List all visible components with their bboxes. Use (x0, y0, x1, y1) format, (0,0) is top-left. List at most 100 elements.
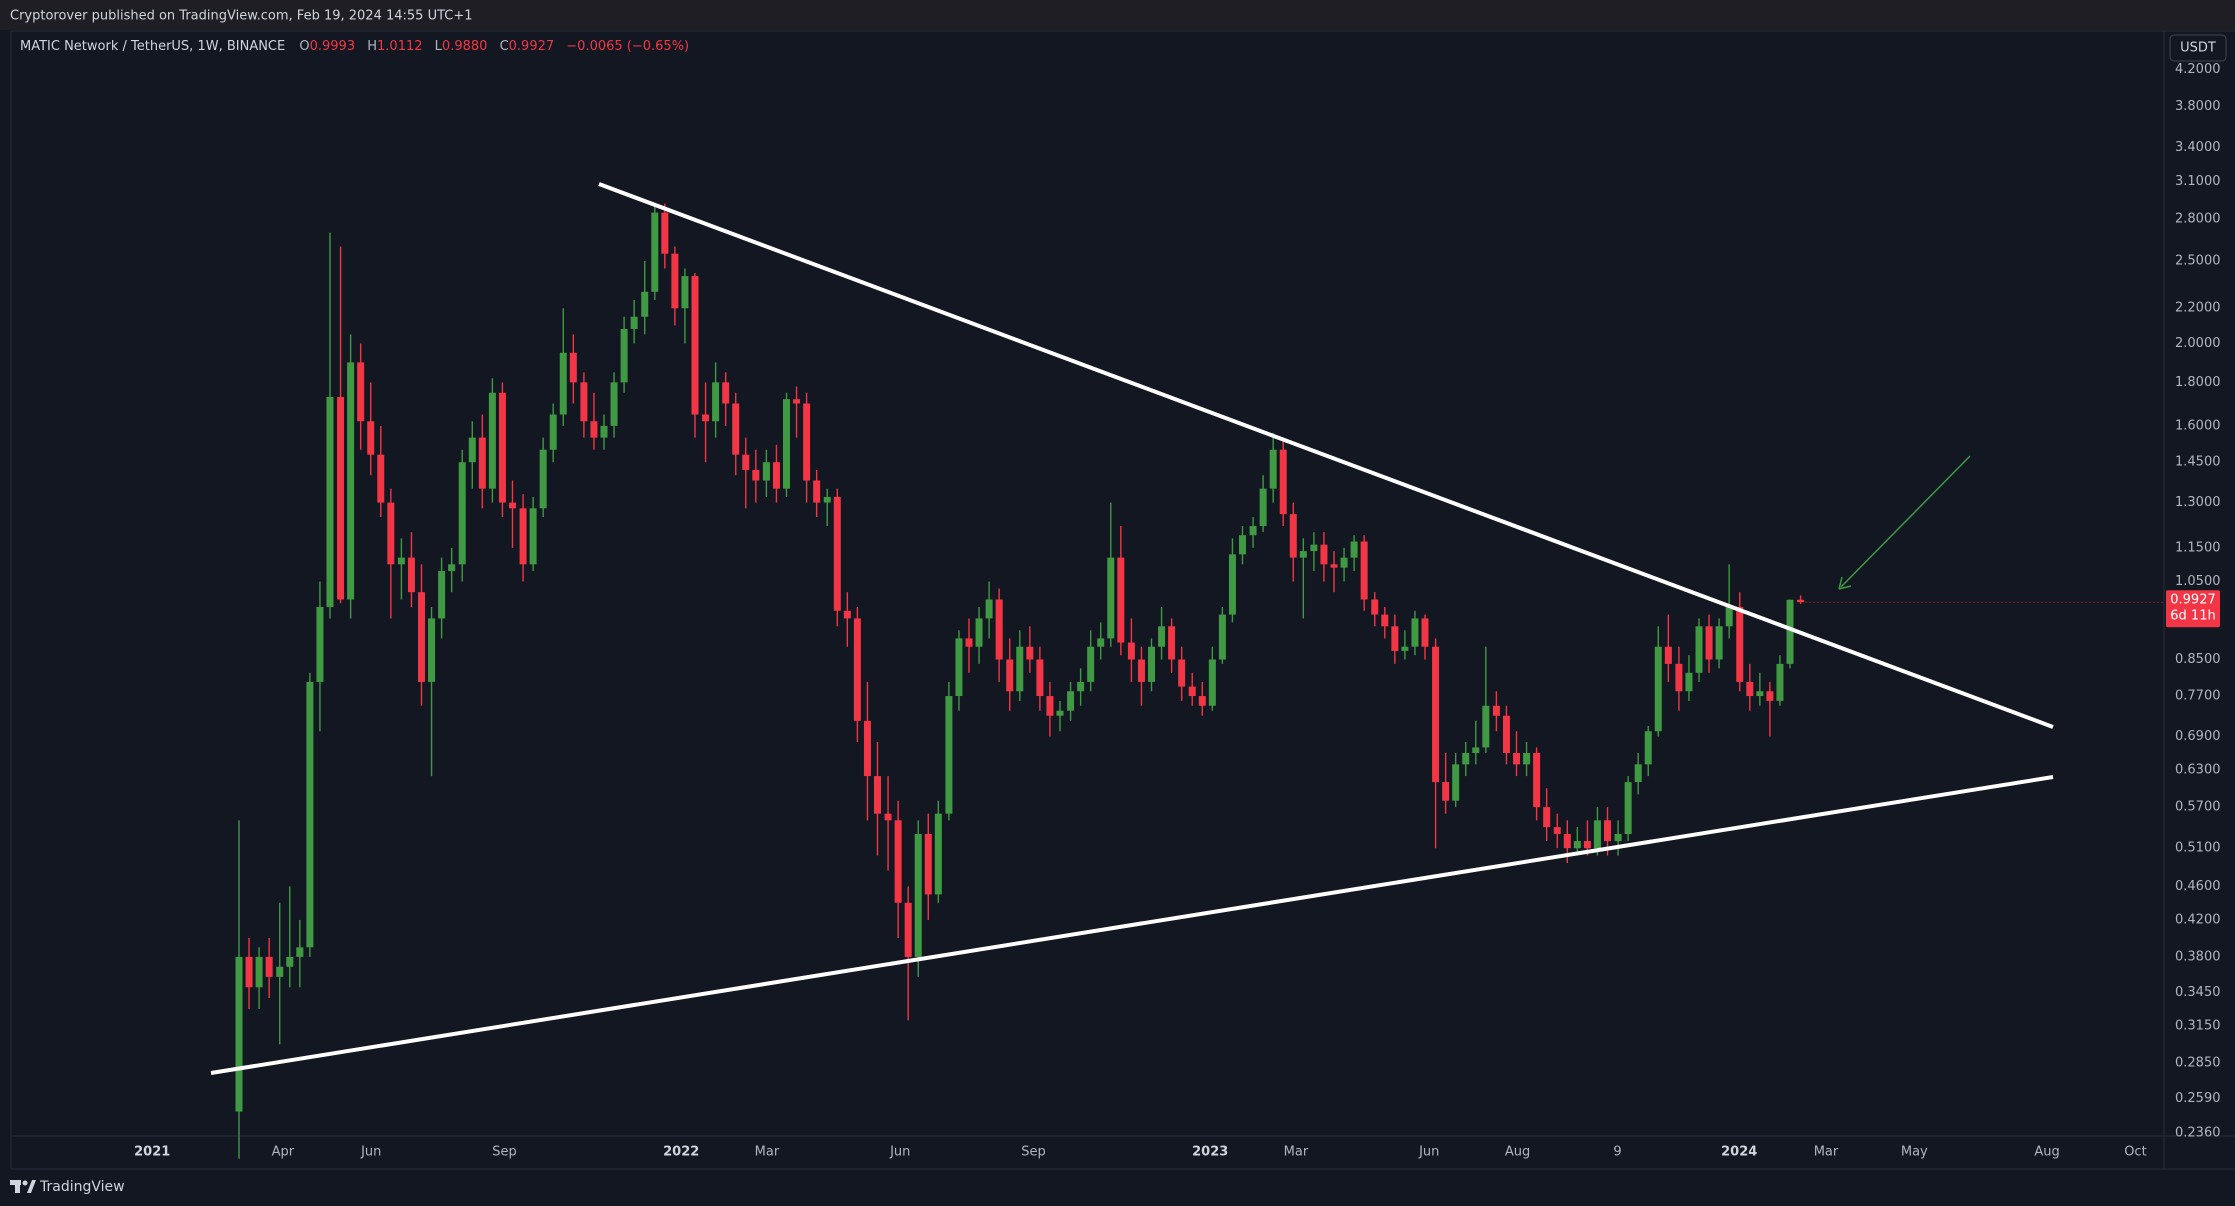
candle-body (1563, 834, 1571, 849)
candle-body (1614, 834, 1622, 842)
candle-body (995, 599, 1003, 660)
x-tick-label: 2021 (134, 1145, 170, 1160)
candle-body (397, 557, 405, 565)
candle-body (569, 352, 577, 383)
candle-body (1249, 526, 1257, 536)
candle-body (1593, 820, 1601, 849)
candle-body (1411, 618, 1419, 647)
candle-body (1533, 752, 1541, 808)
candle-body (924, 834, 932, 895)
candle-body (407, 557, 415, 593)
candle-body (691, 276, 699, 415)
candle-body (1432, 646, 1440, 783)
candle-body (1077, 681, 1085, 692)
candle-body (1168, 626, 1176, 660)
last-price-box (2166, 590, 2220, 628)
y-tick-label: 0.6900 (2175, 729, 2221, 744)
ohlc-value: 0.9993 (310, 39, 356, 54)
candle-body (1381, 614, 1389, 627)
candle-body (702, 414, 710, 422)
candle-body (641, 291, 649, 317)
y-tick-label: 0.4600 (2175, 879, 2221, 894)
candle-body (1583, 841, 1591, 849)
candle-body (1067, 691, 1075, 711)
ohlc-label: L (435, 39, 443, 54)
candle-body (600, 425, 608, 438)
candle-body (732, 403, 740, 455)
candle-body (488, 392, 496, 489)
candle-body (904, 902, 912, 957)
candle-body (347, 362, 355, 600)
currency-button[interactable] (2169, 34, 2227, 62)
x-tick-label: Jun (360, 1145, 381, 1160)
candle-body (559, 352, 567, 415)
candle-body (1421, 618, 1429, 647)
candle-body (934, 813, 942, 895)
y-tick-label: 0.3800 (2175, 949, 2221, 964)
candle-body (1218, 614, 1226, 660)
candle-body (580, 382, 588, 422)
candle-body (833, 496, 841, 611)
header-bar (0, 0, 2235, 30)
candle-body (549, 414, 557, 450)
candle-body (1228, 554, 1236, 615)
candle-body (1543, 807, 1551, 828)
candle-body (1573, 841, 1581, 849)
candle-body (722, 382, 730, 404)
candle-body (681, 276, 689, 309)
y-tick-label: 1.1500 (2175, 540, 2221, 555)
footer: TradingView (10, 1179, 125, 1195)
candle-body (1624, 782, 1632, 835)
candle-body (1675, 663, 1683, 692)
ohlc-value: 1.0112 (377, 39, 423, 54)
candle-body (853, 618, 861, 721)
change: −0.0065 (−0.65%) (566, 39, 689, 54)
candle-body (1026, 646, 1034, 660)
candle-body (1736, 606, 1744, 682)
candle-body (884, 813, 892, 821)
candle-body (630, 316, 638, 329)
currency[interactable]: USDT (2180, 41, 2216, 56)
x-tick-label: Sep (492, 1145, 517, 1160)
x-tick-label: Mar (755, 1145, 780, 1160)
candle-body (793, 399, 801, 404)
candle-body (1310, 544, 1318, 552)
candle-body (1269, 449, 1277, 489)
x-tick-label: Jun (889, 1145, 910, 1160)
candle-body (1371, 599, 1379, 615)
candle-body (1472, 747, 1480, 753)
logo-part (15, 1180, 20, 1193)
candle-body (610, 382, 618, 426)
candle-body (1685, 672, 1693, 692)
y-tick-label: 3.1000 (2175, 174, 2221, 189)
ohlc-label: C (500, 39, 509, 54)
candle-body (1442, 782, 1450, 801)
candle-body (1756, 691, 1764, 697)
candle-body (245, 956, 253, 988)
y-tick-label: 1.4500 (2175, 455, 2221, 470)
candle-body (306, 681, 314, 948)
y-tick-label: 2.8000 (2175, 212, 2221, 227)
candle-body (823, 496, 831, 503)
candle-body (1695, 626, 1703, 673)
candle-body (1664, 646, 1672, 664)
x-tick-label: Aug (2034, 1145, 2059, 1160)
candle-body (296, 947, 304, 957)
candle-body (417, 592, 425, 682)
y-tick-label: 0.2360 (2175, 1125, 2221, 1140)
candle-body (255, 956, 263, 988)
candle-body (357, 362, 365, 422)
x-tick-label: Oct (2124, 1145, 2146, 1160)
candle-body (428, 618, 436, 682)
y-tick-label: 1.6000 (2175, 418, 2221, 433)
y-tick-label: 4.2000 (2175, 62, 2221, 77)
candle-body (519, 508, 527, 565)
candle-body (1776, 663, 1784, 701)
y-tick-label: 0.6300 (2175, 763, 2221, 778)
candle-body (762, 462, 770, 481)
candle-body (1016, 646, 1024, 692)
candle-body (1188, 686, 1196, 697)
candle-body (1502, 715, 1510, 753)
plot-area (235, 203, 1805, 1159)
candle-body (1492, 705, 1500, 716)
